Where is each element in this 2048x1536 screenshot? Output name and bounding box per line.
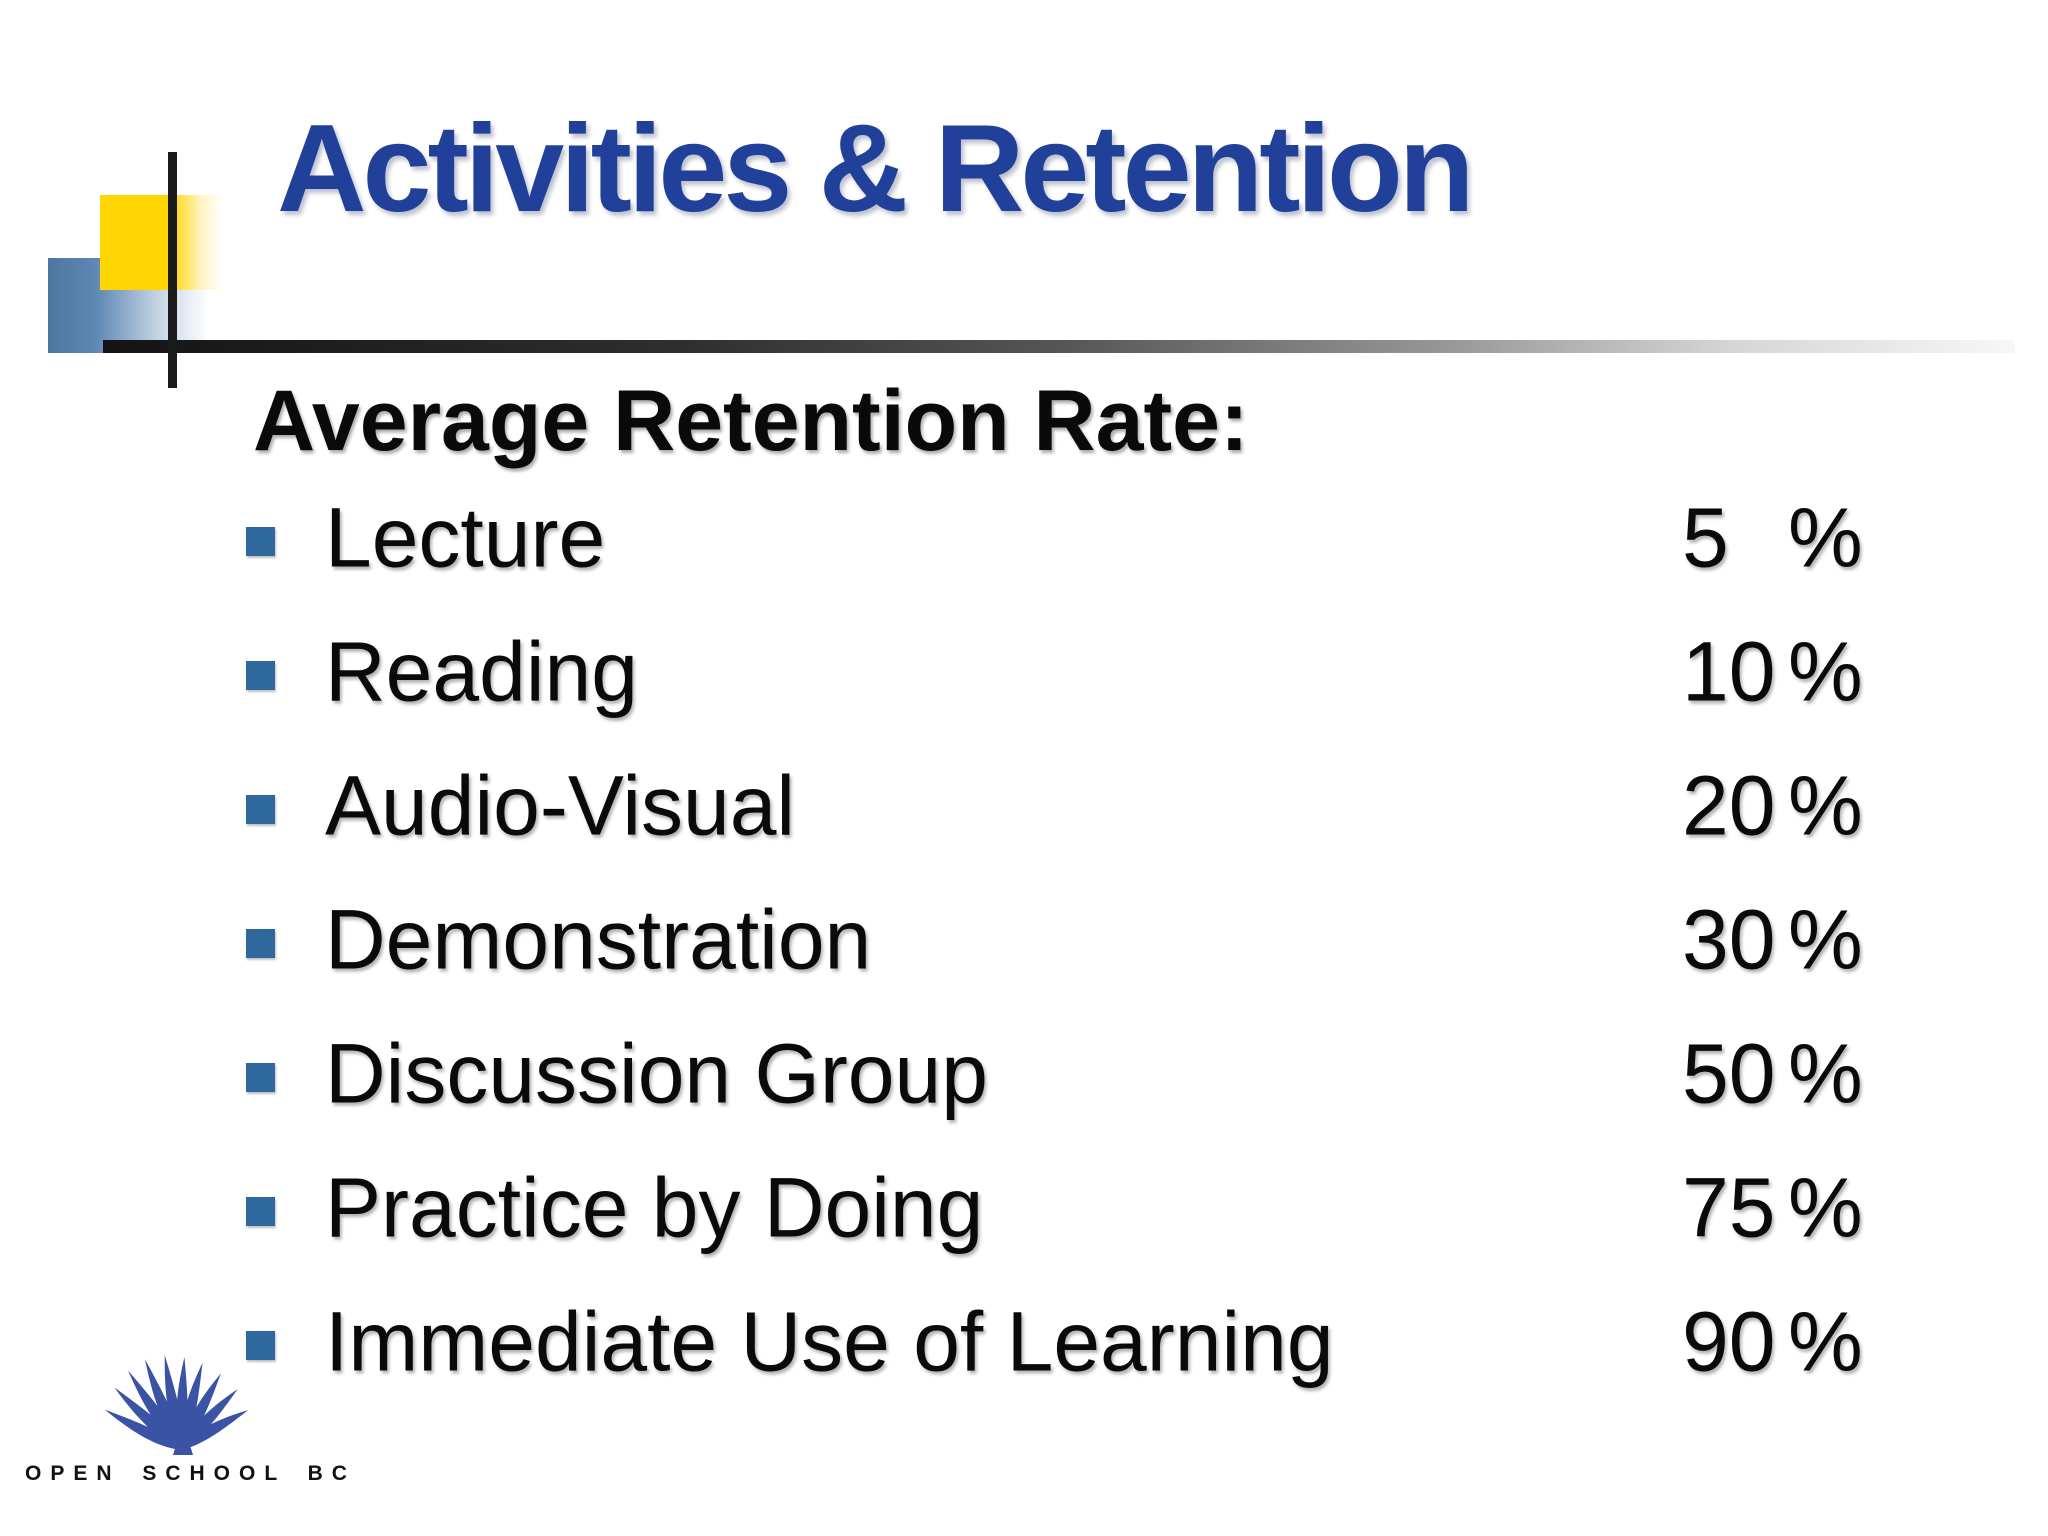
activity-label: Lecture	[325, 490, 606, 585]
retention-value: 50%	[1682, 1026, 1863, 1123]
list-item: Demonstration 30%	[0, 873, 2048, 1007]
percent-sign: %	[1788, 892, 1863, 987]
activity-label: Discussion Group	[325, 1026, 988, 1121]
retention-list: Lecture 5% Reading 10% Audio-Visual 20% …	[0, 471, 2048, 1409]
retention-number: 75	[1682, 1160, 1776, 1255]
percent-sign: %	[1788, 1294, 1863, 1389]
list-item: Audio-Visual 20%	[0, 739, 2048, 873]
logo-wordmark: OPEN SCHOOL BC	[25, 1462, 356, 1485]
square-bullet-icon	[246, 795, 275, 824]
percent-sign: %	[1788, 1026, 1863, 1121]
list-item: Immediate Use of Learning 90%	[0, 1275, 2048, 1409]
square-bullet-icon	[246, 527, 275, 556]
list-item: Practice by Doing 75%	[0, 1141, 2048, 1275]
percent-sign: %	[1788, 490, 1863, 585]
percent-sign: %	[1788, 624, 1863, 719]
square-bullet-icon	[246, 1331, 275, 1360]
activity-label: Reading	[325, 624, 638, 719]
retention-value: 10%	[1682, 624, 1863, 721]
retention-value: 75%	[1682, 1160, 1863, 1257]
square-bullet-icon	[246, 661, 275, 690]
retention-number: 30	[1682, 892, 1776, 987]
decoration-vertical-line	[168, 152, 177, 388]
list-item: Reading 10%	[0, 605, 2048, 739]
retention-value: 20%	[1682, 758, 1863, 855]
leaf-fan-icon	[104, 1354, 248, 1455]
retention-number: 10	[1682, 624, 1776, 719]
slide-title: Activities & Retention	[277, 100, 1475, 238]
square-bullet-icon	[246, 1197, 275, 1226]
retention-value: 90%	[1682, 1294, 1863, 1391]
retention-number: 50	[1682, 1026, 1776, 1121]
retention-value: 5%	[1682, 490, 1863, 587]
retention-number: 5	[1682, 490, 1729, 585]
list-item: Lecture 5%	[0, 471, 2048, 605]
retention-number: 20	[1682, 758, 1776, 853]
square-bullet-icon	[246, 929, 275, 958]
section-heading: Average Retention Rate:	[253, 373, 1249, 469]
activity-label: Immediate Use of Learning	[325, 1294, 1334, 1389]
decoration-horizontal-rule	[103, 340, 2015, 353]
activity-label: Practice by Doing	[325, 1160, 984, 1255]
square-bullet-icon	[246, 1063, 275, 1092]
activity-label: Audio-Visual	[325, 758, 796, 853]
decoration-yellow-square	[100, 195, 223, 290]
activity-label: Demonstration	[325, 892, 872, 987]
list-item: Discussion Group 50%	[0, 1007, 2048, 1141]
retention-number: 90	[1682, 1294, 1776, 1389]
percent-sign: %	[1788, 758, 1863, 853]
percent-sign: %	[1788, 1160, 1863, 1255]
retention-value: 30%	[1682, 892, 1863, 989]
